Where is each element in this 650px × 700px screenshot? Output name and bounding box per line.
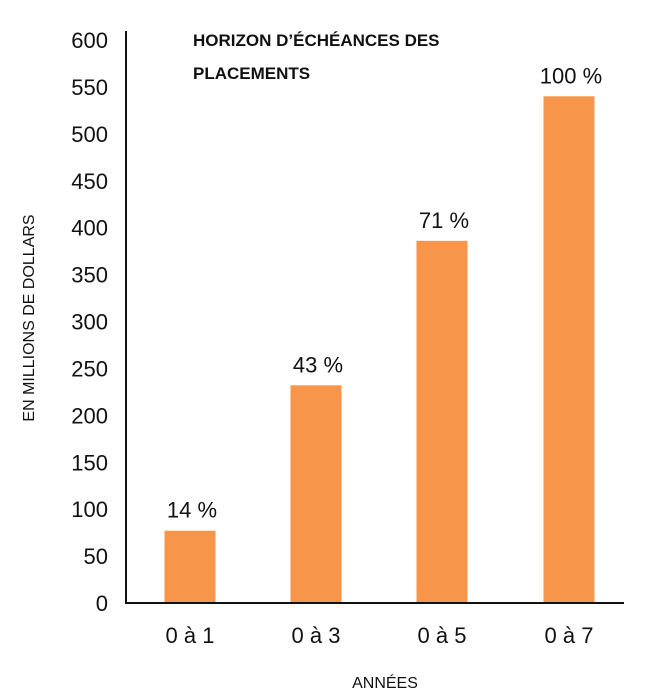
y-tick-label: 500 [71,122,108,147]
bar [543,96,595,604]
data-labels: 14 % 43 % 71 % 100 % [167,63,602,522]
bar [416,240,468,603]
x-axis-categories: 0 à 1 0 à 3 0 à 5 0 à 7 [166,623,594,648]
bar [290,385,342,603]
bar [164,530,216,603]
x-axis-label: ANNÉES [352,673,418,692]
data-label: 71 % [419,208,469,233]
x-category-label: 0 à 1 [166,623,215,648]
y-tick-label: 300 [71,310,108,335]
y-tick-label: 100 [71,497,108,522]
bars [164,96,595,604]
y-tick-label: 450 [71,169,108,194]
chart-title-line-2: PLACEMENTS [193,64,310,83]
y-tick-label: 0 [96,591,108,616]
y-tick-label: 200 [71,403,108,428]
data-label: 14 % [167,498,217,523]
y-tick-label: 550 [71,75,108,100]
x-category-label: 0 à 5 [418,623,467,648]
x-category-label: 0 à 7 [545,623,594,648]
data-label: 100 % [540,63,602,88]
chart-title-line-1: HORIZON D’ÉCHÉANCES DES [193,31,440,50]
y-axis-ticks: 0 50 100 150 200 250 300 350 400 450 500 550 600 [71,28,108,616]
y-tick-label: 50 [84,544,108,569]
y-tick-label: 400 [71,216,108,241]
y-tick-label: 250 [71,356,108,381]
y-tick-label: 600 [71,28,108,53]
x-category-label: 0 à 3 [292,623,341,648]
y-tick-label: 350 [71,263,108,288]
y-axis-label: EN MILLIONS DE DOLLARS [21,214,38,421]
y-tick-label: 150 [71,450,108,475]
data-label: 43 % [293,352,343,377]
